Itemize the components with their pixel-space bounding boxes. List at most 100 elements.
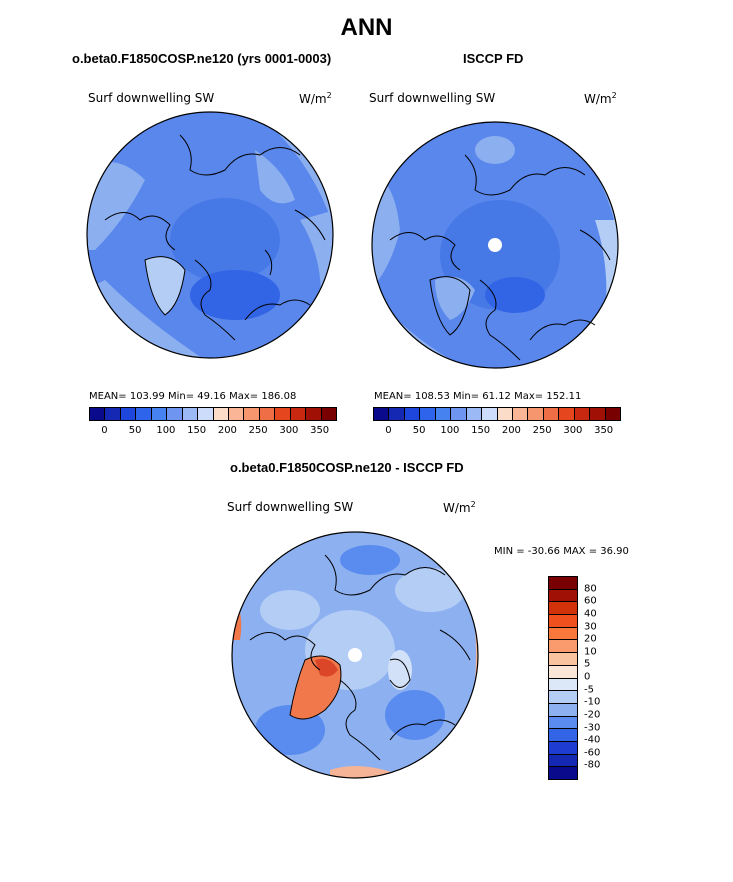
diff-panel-title: o.beta0.F1850COSP.ne120 - ISCCP FD — [230, 460, 464, 475]
colorbar-tick-label: -5 — [584, 684, 594, 696]
colorbar-tick-label: 200 — [501, 425, 521, 436]
colorbar-swatch — [435, 408, 452, 420]
colorbar-tick-label: 100 — [156, 425, 176, 436]
colorbar-swatch — [151, 408, 168, 420]
left-polar-map — [86, 111, 334, 359]
colorbar-swatch — [389, 408, 405, 420]
colorbar-swatch — [549, 691, 577, 704]
colorbar-swatch — [549, 754, 577, 768]
colorbar-swatch — [306, 408, 322, 420]
diff-variable-label: Surf downwelling SW — [227, 500, 354, 514]
colorbar-swatch — [549, 703, 577, 717]
right-colorbar-labels: 0 50 100 150 200 250 300 350 — [373, 425, 619, 439]
colorbar-tick-label: 50 — [128, 425, 142, 436]
colorbar-tick-label: -60 — [584, 747, 601, 759]
diff-colorbar-labels: 80 60 40 30 20 10 5 0 -5 -10 -20 -30 -40 -60 -80 — [584, 576, 624, 778]
left-stats: MEAN= 103.99 Min= 49.16 Max= 186.08 — [89, 391, 297, 402]
colorbar-swatch — [136, 408, 152, 420]
colorbar-swatch — [259, 408, 276, 420]
colorbar-tick-label: 350 — [594, 425, 614, 436]
colorbar-swatch — [549, 665, 577, 679]
left-colorbar-labels: 0 50 100 150 200 250 300 350 — [89, 425, 335, 439]
colorbar-tick-label: 300 — [279, 425, 299, 436]
coastline-lines — [104, 134, 326, 341]
colorbar-swatch — [559, 408, 575, 420]
colorbar-swatch — [167, 408, 183, 420]
colorbar-swatch — [290, 408, 307, 420]
pole-hole — [488, 238, 502, 252]
colorbar-swatch — [549, 653, 577, 666]
colorbar-swatch — [549, 589, 577, 603]
colorbar-tick-label: 50 — [412, 425, 426, 436]
main-title: ANN — [340, 14, 393, 41]
colorbar-tick-label: 80 — [584, 583, 597, 595]
greenland-shape — [145, 256, 185, 315]
colorbar-tick-label: 100 — [440, 425, 460, 436]
colorbar-swatch — [228, 408, 245, 420]
colorbar-tick-label: -30 — [584, 722, 601, 733]
colorbar-swatch — [549, 615, 577, 628]
colorbar-swatch — [549, 678, 577, 692]
colorbar-tick-label: -20 — [584, 709, 601, 721]
colorbar-tick-label: 350 — [310, 425, 330, 436]
colorbar-tick-label: 40 — [584, 608, 597, 620]
right-panel-title: ISCCP FD — [463, 51, 524, 66]
left-variable-label: Surf downwelling SW — [88, 91, 215, 105]
colorbar-swatch — [549, 729, 577, 742]
colorbar-swatch — [90, 408, 106, 420]
colorbar-tick-label: -10 — [584, 696, 601, 708]
diff-minmax: MIN = -30.66 MAX = 36.90 — [494, 546, 629, 557]
colorbar-swatch — [275, 408, 291, 420]
colorbar-tick-label: 250 — [248, 425, 268, 436]
right-polar-map — [371, 121, 619, 369]
left-colorbar — [89, 407, 337, 421]
colorbar-swatch — [549, 741, 577, 755]
diff-polar-map — [231, 531, 479, 779]
colorbar-tick-label: -40 — [584, 734, 601, 746]
colorbar-swatch — [497, 408, 513, 420]
colorbar-tick-label: 5 — [584, 658, 591, 670]
colorbar-swatch — [512, 408, 529, 420]
left-units-label: W/m2 — [299, 91, 332, 106]
colorbar-tick-label: 10 — [584, 646, 597, 658]
colorbar-swatch — [420, 408, 436, 420]
colorbar-tick-label: 300 — [563, 425, 583, 436]
colorbar-swatch — [213, 408, 229, 420]
colorbar-tick-label: 200 — [217, 425, 237, 436]
colorbar-tick-label: 30 — [584, 621, 597, 632]
colorbar-tick-label: 250 — [532, 425, 552, 436]
colorbar-swatch — [549, 640, 577, 654]
colorbar-swatch — [543, 408, 560, 420]
colorbar-tick-label: 60 — [584, 595, 597, 607]
left-panel-title: o.beta0.F1850COSP.ne120 (yrs 0001-0003) — [72, 51, 332, 66]
diff-units-label: W/m2 — [443, 500, 476, 515]
colorbar-swatch — [105, 408, 121, 420]
right-colorbar — [373, 407, 621, 421]
colorbar-swatch — [549, 602, 577, 616]
colorbar-tick-label: 0 — [385, 425, 392, 436]
colorbar-swatch — [528, 408, 544, 420]
colorbar-tick-label: 0 — [584, 671, 591, 683]
colorbar-tick-label: 20 — [584, 633, 597, 645]
colorbar-swatch — [549, 716, 577, 730]
right-units-label: W/m2 — [584, 91, 617, 106]
colorbar-swatch — [451, 408, 467, 420]
colorbar-tick-label: 150 — [471, 425, 491, 436]
colorbar-swatch — [482, 408, 498, 420]
right-stats: MEAN= 108.53 Min= 61.12 Max= 152.11 — [374, 391, 582, 402]
colorbar-swatch — [321, 408, 336, 420]
right-variable-label: Surf downwelling SW — [369, 91, 496, 105]
colorbar-swatch — [574, 408, 591, 420]
colorbar-swatch — [182, 408, 199, 420]
colorbar-swatch — [374, 408, 390, 420]
colorbar-swatch — [404, 408, 421, 420]
colorbar-swatch — [549, 767, 577, 779]
colorbar-tick-label: 150 — [187, 425, 207, 436]
colorbar-swatch — [549, 577, 577, 590]
colorbar-swatch — [198, 408, 214, 420]
colorbar-swatch — [244, 408, 260, 420]
colorbar-swatch — [120, 408, 137, 420]
colorbar-swatch — [549, 627, 577, 641]
colorbar-swatch — [590, 408, 606, 420]
colorbar-tick-label: -80 — [584, 759, 601, 771]
